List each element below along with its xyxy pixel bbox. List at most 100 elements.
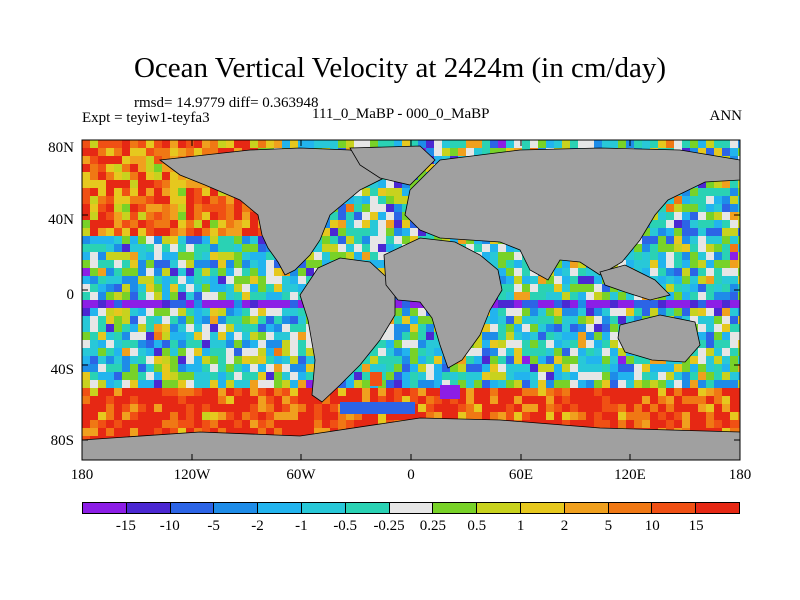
ocean-cell xyxy=(418,228,427,237)
ocean-cell xyxy=(722,284,731,293)
ocean-cell xyxy=(322,140,331,149)
ocean-cell xyxy=(114,316,123,325)
ocean-cell xyxy=(242,380,251,389)
ocean-cell xyxy=(386,364,395,373)
ocean-cell xyxy=(194,340,203,349)
ocean-cell xyxy=(730,420,739,429)
ocean-cell xyxy=(106,220,115,229)
ocean-cell xyxy=(338,396,347,405)
ocean-cell xyxy=(666,196,675,205)
ocean-cell xyxy=(242,204,251,213)
ocean-cell xyxy=(474,404,483,413)
ocean-cell xyxy=(298,428,307,437)
ocean-cell xyxy=(666,276,675,285)
ocean-cell xyxy=(282,308,291,317)
ocean-cell xyxy=(570,404,579,413)
ocean-cell xyxy=(290,388,299,397)
ocean-cell xyxy=(626,300,635,309)
ocean-cell xyxy=(138,404,147,413)
ocean-cell xyxy=(82,380,91,389)
ocean-cell xyxy=(282,372,291,381)
ocean-cell xyxy=(522,324,531,333)
ocean-cell xyxy=(722,196,731,205)
ocean-cell xyxy=(98,404,107,413)
ocean-cell xyxy=(394,332,403,341)
ocean-cell xyxy=(498,308,507,317)
ocean-cell xyxy=(154,228,163,237)
ocean-cell xyxy=(554,372,563,381)
ocean-cell xyxy=(514,364,523,373)
ocean-cell xyxy=(578,300,587,309)
ocean-cell xyxy=(258,348,267,357)
ocean-cell xyxy=(162,276,171,285)
ocean-cell xyxy=(442,364,451,373)
ocean-cell xyxy=(138,380,147,389)
ocean-cell xyxy=(714,276,723,285)
ocean-cell xyxy=(130,380,139,389)
ocean-cell xyxy=(554,276,563,285)
ocean-cell xyxy=(162,348,171,357)
ocean-cell xyxy=(490,252,499,261)
ocean-cell xyxy=(186,396,195,405)
ocean-cell xyxy=(538,316,547,325)
ocean-cell xyxy=(642,236,651,245)
ocean-cell xyxy=(394,316,403,325)
ocean-cell xyxy=(626,316,635,325)
ocean-cell xyxy=(330,236,339,245)
ocean-cell xyxy=(90,180,99,189)
ocean-cell xyxy=(490,316,499,325)
ocean-cell xyxy=(218,388,227,397)
ocean-cell xyxy=(202,300,211,309)
ocean-cell xyxy=(474,364,483,373)
ocean-cell xyxy=(410,372,419,381)
ocean-cell xyxy=(586,340,595,349)
ocean-cell xyxy=(258,268,267,277)
ocean-cell xyxy=(570,348,579,357)
ocean-cell xyxy=(594,308,603,317)
ocean-cell xyxy=(234,372,243,381)
ocean-cell xyxy=(594,284,603,293)
ocean-cell xyxy=(178,220,187,229)
ocean-cell xyxy=(210,292,219,301)
ocean-cell xyxy=(434,148,443,157)
ocean-cell xyxy=(394,300,403,309)
ocean-cell xyxy=(154,404,163,413)
lat-label-40n: 40N xyxy=(48,212,74,228)
ocean-cell xyxy=(122,140,131,149)
ocean-cell xyxy=(122,164,131,173)
ocean-cell xyxy=(690,236,699,245)
ocean-cell xyxy=(258,396,267,405)
ocean-cell xyxy=(682,404,691,413)
ocean-cell xyxy=(370,260,379,269)
ocean-cell xyxy=(578,324,587,333)
ocean-cell xyxy=(386,396,395,405)
ocean-cell xyxy=(650,236,659,245)
ocean-cell xyxy=(450,372,459,381)
ocean-cell xyxy=(410,340,419,349)
ocean-cell xyxy=(266,388,275,397)
ocean-cell xyxy=(202,364,211,373)
ocean-cell xyxy=(82,372,91,381)
ocean-cell xyxy=(114,228,123,237)
ocean-cell xyxy=(338,212,347,221)
ocean-cell xyxy=(474,340,483,349)
ocean-cell xyxy=(306,140,315,149)
ocean-cell xyxy=(250,364,259,373)
ocean-cell xyxy=(338,204,347,213)
ocean-cell xyxy=(634,420,643,429)
ocean-cell xyxy=(586,348,595,357)
ocean-cell xyxy=(514,348,523,357)
ocean-cell xyxy=(138,204,147,213)
ocean-cell xyxy=(122,236,131,245)
ocean-cell xyxy=(490,300,499,309)
ocean-cell xyxy=(178,204,187,213)
ocean-cell xyxy=(498,388,507,397)
ocean-cell xyxy=(514,332,523,341)
ocean-cell xyxy=(298,284,307,293)
ocean-cell xyxy=(122,324,131,333)
ocean-cell xyxy=(738,324,740,333)
ocean-cell xyxy=(138,276,147,285)
ocean-cell xyxy=(362,420,371,429)
ocean-cell xyxy=(290,380,299,389)
ocean-cell xyxy=(722,260,731,269)
